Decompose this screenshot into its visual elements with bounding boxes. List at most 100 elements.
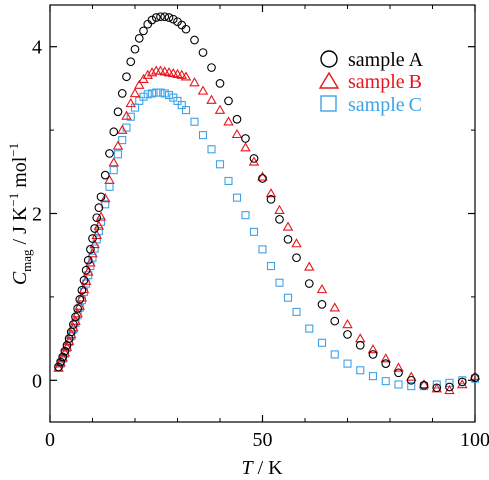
- data-point: [268, 263, 275, 270]
- legend: sample A sample B sample C: [320, 49, 424, 116]
- data-point: [109, 158, 118, 166]
- data-point: [199, 87, 208, 95]
- data-point: [118, 90, 126, 98]
- y-tick-label: 0: [32, 370, 42, 392]
- data-point: [216, 80, 224, 88]
- y-tick-label: 4: [32, 37, 42, 59]
- data-point: [275, 206, 284, 214]
- data-point: [101, 171, 109, 179]
- data-point: [208, 64, 216, 72]
- data-point: [331, 317, 339, 325]
- data-point: [370, 373, 377, 380]
- data-point: [127, 58, 135, 66]
- data-point: [105, 176, 114, 184]
- data-point: [259, 246, 266, 253]
- data-point: [306, 325, 313, 332]
- series-square: [55, 89, 479, 390]
- data-point: [119, 137, 126, 144]
- data-point: [136, 97, 143, 104]
- data-point: [183, 107, 190, 114]
- x-tick-label: 0: [45, 429, 55, 451]
- legend-label-a-word: sample: [348, 49, 405, 71]
- data-point: [369, 351, 377, 359]
- data-point: [225, 177, 232, 184]
- x-tick-label: 50: [253, 429, 273, 451]
- data-point: [114, 142, 123, 150]
- data-point: [233, 115, 241, 123]
- data-point: [140, 93, 147, 100]
- data-point: [225, 97, 233, 105]
- data-point: [123, 73, 131, 81]
- data-point: [199, 49, 207, 57]
- data-point: [144, 20, 152, 28]
- data-point: [191, 118, 198, 125]
- legend-label-b-letter: B: [409, 71, 422, 93]
- data-point: [305, 280, 313, 288]
- data-point: [110, 128, 118, 136]
- data-point: [330, 303, 339, 311]
- data-point: [318, 285, 327, 293]
- data-point: [241, 143, 250, 151]
- data-point: [382, 378, 389, 385]
- data-point: [305, 263, 314, 271]
- data-point: [208, 146, 215, 153]
- legend-label-c-word: sample: [348, 94, 405, 116]
- legend-marker-triangle-icon: [320, 73, 338, 88]
- data-point: [251, 228, 258, 235]
- data-point: [178, 102, 185, 109]
- data-point: [395, 381, 402, 388]
- data-point: [126, 99, 135, 107]
- data-point: [284, 223, 293, 231]
- data-point: [344, 360, 351, 367]
- legend-marker-circle-icon: [321, 51, 337, 67]
- data-point: [356, 334, 365, 342]
- data-point: [131, 45, 139, 53]
- legend-item-sample-b: sample B: [320, 71, 422, 93]
- data-point: [190, 78, 199, 86]
- y-tick-label: 2: [32, 204, 42, 226]
- data-point: [276, 279, 283, 286]
- data-point: [106, 183, 113, 190]
- data-point: [166, 92, 173, 99]
- data-point: [234, 194, 241, 201]
- data-point: [318, 301, 326, 309]
- data-point: [284, 236, 292, 244]
- data-point: [356, 341, 364, 349]
- data-point: [110, 167, 117, 174]
- data-point: [182, 25, 190, 33]
- data-point: [200, 132, 207, 139]
- svg-text:sampleC: sample C: [348, 94, 422, 116]
- data-point: [216, 106, 225, 114]
- data-point: [217, 161, 224, 168]
- data-point: [135, 35, 143, 43]
- data-point: [344, 331, 352, 339]
- data-point: [276, 216, 284, 224]
- legend-marker-square-icon: [321, 96, 336, 111]
- data-point: [224, 117, 233, 125]
- data-point: [191, 36, 199, 44]
- svg-text:sampleA: sample A: [348, 49, 424, 71]
- legend-item-sample-a: sample A: [321, 49, 424, 71]
- data-point: [395, 369, 403, 377]
- data-point: [293, 254, 301, 262]
- legend-label-a-letter: A: [409, 49, 424, 71]
- data-point: [131, 89, 140, 97]
- data-point: [382, 360, 390, 368]
- legend-label-b-word: sample: [348, 71, 405, 93]
- y-axis-label: Cmag / J K−1 mol−1: [6, 143, 34, 285]
- data-point: [357, 367, 364, 374]
- legend-label-c-letter: C: [409, 94, 422, 116]
- data-point: [233, 130, 242, 138]
- data-point: [285, 294, 292, 301]
- data-point: [293, 308, 300, 315]
- data-point: [115, 151, 122, 158]
- data-point: [292, 239, 301, 247]
- x-tick-label: 100: [460, 429, 489, 451]
- data-point: [319, 339, 326, 346]
- data-point: [207, 96, 216, 104]
- data-point: [343, 320, 352, 328]
- data-point: [114, 108, 122, 116]
- data-point: [259, 175, 267, 183]
